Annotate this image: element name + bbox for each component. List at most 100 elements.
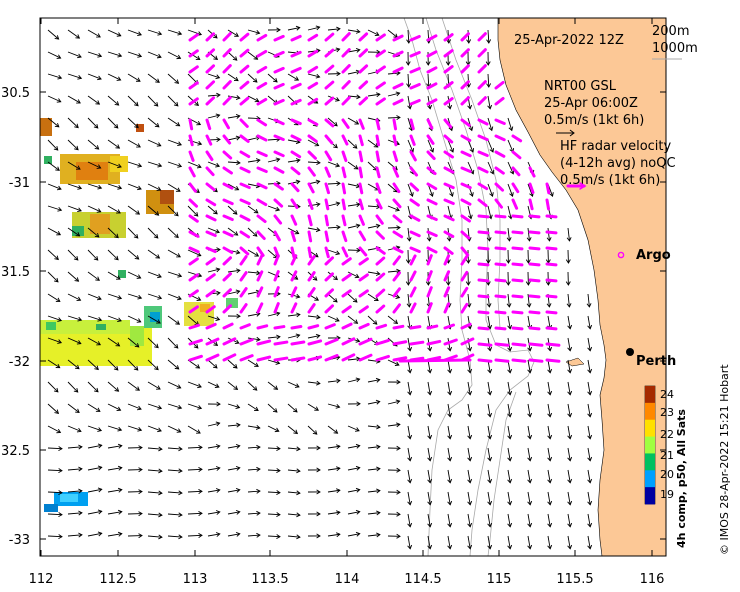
hf-radar-arrow: [392, 134, 398, 147]
current-arrow: [507, 117, 513, 131]
current-arrow-head: [567, 434, 573, 440]
current-arrow: [227, 381, 238, 390]
current-arrow: [547, 381, 551, 395]
current-arrow: [147, 403, 162, 409]
hf-radar-arrow: [426, 166, 437, 176]
hf-radar-arrow: [392, 246, 404, 254]
current-arrow-head: [254, 406, 259, 411]
hf-radar-arrow: [239, 230, 251, 239]
hf-radar-arrow: [188, 230, 200, 238]
current-arrow-head: [507, 544, 513, 550]
current-arrow: [167, 535, 182, 538]
hf-radar-arrow: [341, 337, 356, 346]
current-arrow: [67, 271, 79, 282]
hf-radar-arrow: [205, 198, 217, 207]
current-arrow-head: [76, 427, 82, 433]
hf-radar-arrow: [375, 182, 382, 194]
date-label: 25-Apr-2022 12Z: [514, 33, 624, 48]
current-arrow: [507, 425, 511, 439]
current-arrow: [87, 425, 102, 431]
current-arrow: [347, 271, 359, 278]
current-arrow: [107, 293, 122, 299]
current-arrow: [67, 205, 82, 212]
current-arrow: [47, 425, 61, 433]
current-arrow-head: [407, 368, 413, 374]
hf-radar-arrow: [528, 294, 541, 299]
current-arrow: [427, 425, 431, 439]
hf-radar-arrow: [239, 287, 248, 298]
hf-radar-arrow: [511, 182, 520, 194]
hf-radar-arrow: [426, 134, 435, 145]
current-arrow: [487, 73, 490, 88]
x-tick-label: 115: [487, 572, 512, 587]
current-arrow-head: [356, 401, 361, 407]
current-arrow: [387, 205, 400, 211]
hf-radar-arrow: [511, 358, 527, 363]
current-arrow-head: [315, 179, 321, 185]
current-arrow-head: [547, 346, 553, 352]
current-arrow-head: [178, 446, 183, 452]
hf-radar-arrow: [392, 166, 400, 178]
hf-radar-arrow: [290, 82, 302, 90]
current-arrow-head: [53, 146, 59, 151]
current-arrow: [87, 73, 102, 80]
current-arrow-head: [505, 281, 511, 286]
hf-radar-arrow: [256, 286, 264, 298]
current-arrow-head: [487, 412, 493, 418]
current-arrow: [127, 359, 139, 371]
current-arrow-head: [407, 500, 413, 506]
current-arrow: [187, 512, 203, 515]
current-arrow-head: [177, 272, 183, 278]
current-arrow-head: [355, 28, 361, 34]
current-arrow: [107, 403, 121, 411]
hf-radar-arrow: [443, 198, 455, 206]
current-arrow-head: [235, 135, 241, 141]
current-arrow-head: [465, 259, 471, 264]
current-arrow-head: [336, 444, 341, 450]
hf-radar-arrow: [477, 32, 487, 42]
hf-radar-arrow: [273, 230, 281, 242]
current-arrow-head: [96, 295, 102, 301]
current-arrow-head: [407, 412, 413, 418]
current-arrow-head: [196, 296, 202, 301]
current-arrow: [247, 73, 258, 83]
current-arrow: [387, 183, 398, 193]
current-arrow-head: [254, 97, 260, 103]
current-arrow: [427, 359, 431, 373]
hf-radar-arrow: [375, 166, 381, 179]
current-arrow: [227, 424, 240, 427]
hf-radar-arrow: [256, 97, 268, 106]
current-arrow-head: [446, 237, 452, 242]
current-arrow-head: [256, 466, 261, 472]
current-arrow: [67, 359, 80, 370]
current-arrow-head: [316, 467, 321, 473]
current-arrow: [47, 447, 63, 450]
current-arrow: [387, 139, 400, 145]
current-arrow-head: [235, 487, 241, 493]
hf-radar-arrow: [426, 198, 438, 206]
hf-radar-arrow: [290, 118, 302, 126]
current-arrow-head: [235, 404, 241, 409]
hf-radar-arrow: [375, 134, 381, 147]
current-arrow: [247, 183, 260, 187]
current-arrow-head: [466, 39, 472, 44]
sst-patches: [40, 118, 238, 512]
current-arrow: [207, 268, 220, 273]
current-arrow-head: [489, 169, 495, 175]
current-arrow: [87, 117, 99, 129]
current-arrow: [327, 315, 340, 322]
hf-radar-arrow: [358, 305, 369, 314]
current-arrow: [567, 337, 571, 351]
hf-radar-arrow: [205, 118, 212, 131]
hf-radar-arrow: [375, 230, 385, 240]
current-arrow: [47, 95, 61, 103]
hf-radar-arrow: [256, 246, 265, 257]
current-arrow: [547, 359, 551, 373]
hf-radar-arrow: [290, 198, 299, 210]
current-arrow-head: [567, 346, 573, 352]
current-arrow-head: [525, 259, 531, 264]
current-arrow: [547, 491, 551, 505]
current-arrow-head: [527, 346, 533, 352]
current-arrow-head: [97, 316, 103, 322]
current-arrow: [307, 73, 320, 78]
